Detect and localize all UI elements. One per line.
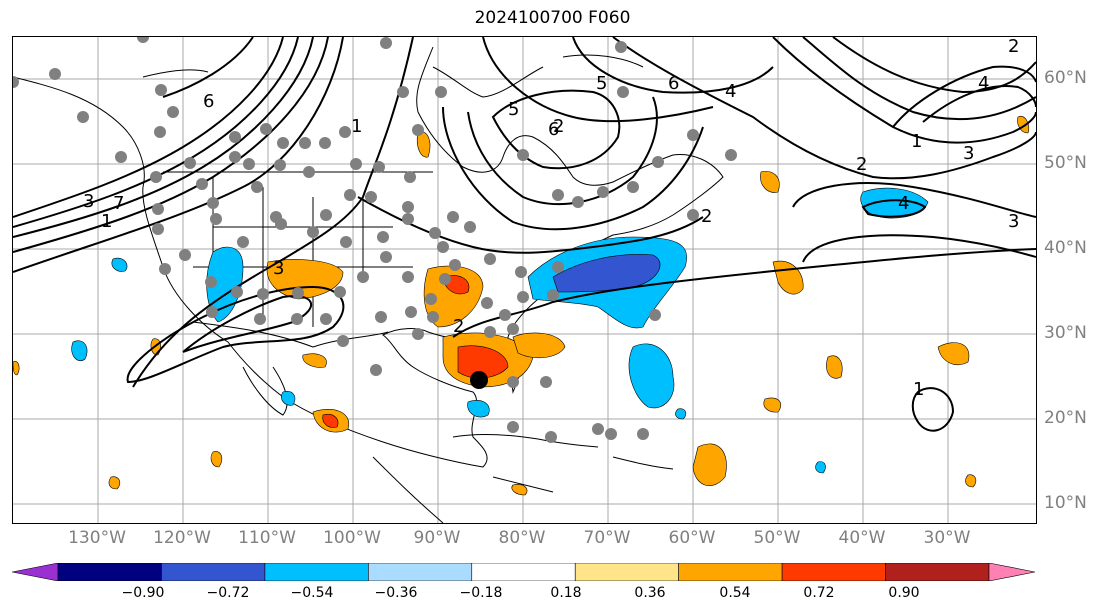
contour-label: 5 [508,99,519,120]
observation-points [13,37,737,443]
contour-label: 1 [101,211,112,232]
contour-label: 2 [453,316,464,337]
shading [13,115,1030,496]
colorbar-segment [781,563,886,581]
lon-label: 90°W [413,528,461,548]
colorbar-tick: 0.90 [888,585,920,601]
contour-label: 3 [273,258,284,279]
contour-label: 3 [963,143,974,164]
contours [13,37,1036,432]
lon-label: 70°W [583,528,631,548]
contour-label: 5 [596,73,607,94]
colorbar-tick: 0.36 [634,585,666,601]
lon-label: 100°W [323,528,381,548]
lon-label: 120°W [153,528,211,548]
contour-label: 3 [83,191,94,212]
lon-label: 130°W [68,528,126,548]
contour-label: 1 [913,379,924,400]
lat-label: 40°N [1044,238,1087,258]
contour-label: 1 [351,116,362,137]
contour-label: 7 [113,193,124,214]
lat-label: 20°N [1044,408,1087,428]
lon-label: 110°W [238,528,296,548]
contour-label: 6 [668,73,679,94]
colorbar-tick: −0.54 [290,585,334,601]
lat-label: 60°N [1044,68,1087,88]
contour-label: 2 [1008,37,1019,57]
lon-label: 50°W [753,528,801,548]
colorbar-tick: −0.90 [121,585,165,601]
contour-label: 2 [701,206,712,227]
contour-label: 1 [911,131,922,152]
colorbar-segment [368,563,473,581]
colorbar-tick: 0.72 [803,585,835,601]
contour-label: 6 [203,91,214,112]
map-panel: 6 7 1 6 5 4 1 2 3 4 3 2 3 4 5 6 1 2 3 1 … [12,36,1037,524]
colorbar-segment [471,563,576,581]
lat-label: 50°N [1044,153,1087,173]
map-canvas: 6 7 1 6 5 4 1 2 3 4 3 2 3 4 5 6 1 2 3 1 … [13,37,1036,523]
colorbar-tick: 0.18 [550,585,582,601]
contour-label-group: 6 7 1 6 5 4 1 2 3 4 3 2 3 4 5 6 1 2 3 1 … [83,37,1019,400]
colorbar-tick: 0.54 [719,585,751,601]
colorbar-tick: −0.72 [206,585,250,601]
lon-label: 40°W [838,528,886,548]
graticule [13,37,1036,523]
contour-label: 2 [553,116,564,137]
colorbar-segment [161,563,266,581]
lon-label: 60°W [668,528,716,548]
map-title: 2024100700 F060 [474,8,631,28]
lon-label: 30°W [923,528,971,548]
contour-label: 4 [978,73,989,94]
colorbar-segment [988,563,1036,581]
contour-label: 4 [898,193,909,214]
lat-label: 30°N [1044,323,1087,343]
colorbar-segment [12,563,59,581]
colorbar-segment [57,563,162,581]
contour-label: 4 [725,81,736,102]
storm-center-marker [470,371,488,389]
lon-label: 80°W [498,528,546,548]
lat-label: 10°N [1044,493,1087,513]
contour-label: 2 [856,154,867,175]
colorbar-segment [574,563,679,581]
colorbar [12,563,1036,581]
colorbar-segment [264,563,369,581]
colorbar-tick: −0.36 [374,585,418,601]
contour-label: 6 [548,119,559,140]
contour-label: 3 [1008,211,1019,232]
colorbar-segment [678,563,783,581]
colorbar-segment [885,563,990,581]
colorbar-tick: −0.18 [459,585,503,601]
